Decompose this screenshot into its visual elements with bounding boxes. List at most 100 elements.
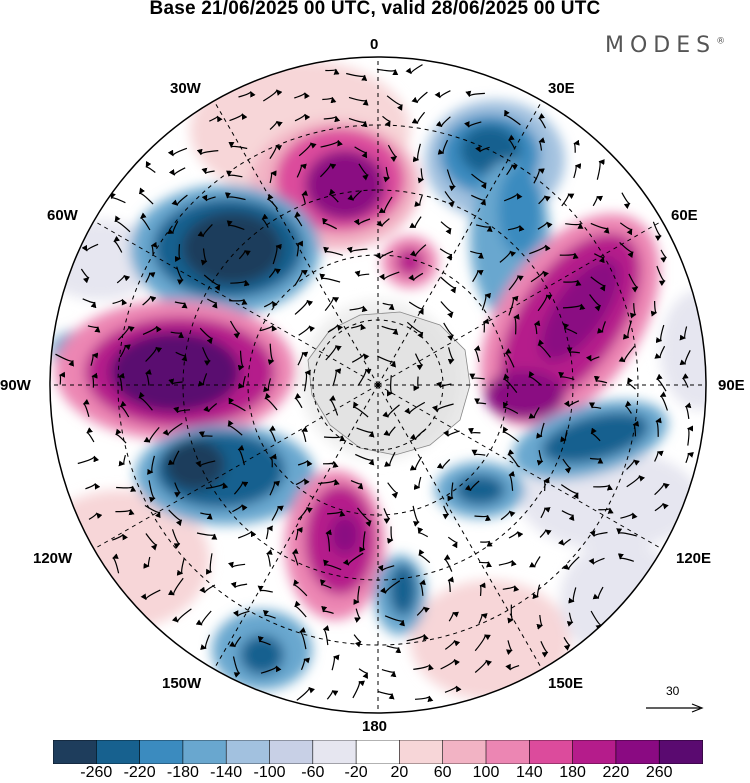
colorbar-swatch (355, 740, 401, 764)
wind-arrow (503, 109, 521, 126)
wind-arrow (263, 378, 272, 393)
wind-arrow (416, 606, 430, 616)
wind-arrow (230, 279, 250, 287)
wind-arrow (322, 461, 339, 468)
colorbar-tick-label: 180 (559, 764, 586, 781)
wind-arrow (168, 509, 183, 527)
wind-arrow (589, 457, 604, 464)
wind-arrow (465, 90, 485, 98)
wind-arrow (589, 530, 608, 537)
wind-arrow (417, 527, 428, 538)
wind-arrow (558, 538, 571, 546)
colorbar-swatch (528, 740, 574, 764)
wind-arrow (447, 347, 455, 365)
colorbar (53, 740, 703, 764)
label-90e: 90E (718, 377, 745, 394)
wind-arrow (167, 577, 184, 596)
wind-arrow (473, 345, 481, 363)
wind-arrow (436, 458, 451, 469)
colorbar-tick-label: 220 (602, 764, 630, 781)
wind-arrow (558, 371, 575, 380)
wind-arrow (538, 113, 547, 129)
wind-arrow (356, 427, 375, 438)
wind-arrow (590, 427, 601, 442)
wind-arrow (536, 450, 544, 466)
wind-arrow (116, 485, 137, 492)
label-60e: 60E (671, 207, 698, 224)
wind-arrow (448, 611, 460, 622)
wind-arrow (443, 322, 454, 341)
label-150w: 150W (162, 675, 202, 692)
wind-arrow (560, 429, 568, 443)
wind-arrow (150, 241, 158, 255)
colorbar-tick-label: 60 (433, 764, 452, 781)
label-90w: 90W (0, 377, 31, 394)
wind-arrow (443, 430, 460, 437)
wind-arrow (387, 144, 398, 163)
wind-arrow (294, 600, 307, 618)
wind-arrow (440, 301, 454, 319)
wind-arrow (119, 344, 131, 358)
map-boundary (49, 56, 707, 714)
colorbar-tick-label: -260 (80, 764, 113, 781)
wind-arrow (593, 484, 613, 491)
wind-arrow (319, 163, 337, 178)
wind-arrow (171, 529, 181, 549)
wind-arrow (322, 96, 337, 104)
wind-arrow (118, 372, 125, 391)
wind-arrow (508, 470, 515, 491)
wind-arrow (377, 355, 396, 368)
wind-arrow (346, 246, 368, 254)
wind-arrow (230, 581, 248, 589)
wind-arrow (354, 146, 368, 159)
wind-arrow (505, 663, 520, 671)
wind-arrow (529, 556, 541, 568)
wind-arrow (409, 456, 423, 471)
wind-arrow (323, 435, 346, 442)
wind-arrow (358, 668, 369, 679)
wind-arrow (82, 398, 90, 417)
wind-arrow (443, 554, 453, 572)
wind-arrow (419, 579, 426, 596)
wind-arrow (195, 460, 216, 468)
wind-arrow (374, 250, 394, 260)
wind-arrow (167, 450, 180, 466)
wind-arrow (626, 475, 646, 488)
wind-arrow (293, 579, 308, 597)
wind-arrow (202, 347, 211, 366)
wind-arrow (350, 480, 364, 490)
wind-arrow (616, 528, 637, 537)
wind-arrow (298, 325, 316, 336)
wind-arrow (294, 92, 310, 99)
wind-arrow (232, 610, 250, 617)
wind-arrow (352, 401, 369, 418)
wind-arrow (536, 614, 543, 630)
wind-arrow (447, 576, 454, 593)
wind-arrow (329, 395, 339, 416)
wind-arrow (201, 167, 215, 175)
wind-arrow (331, 654, 340, 671)
wind-arrow (654, 345, 666, 359)
wind-arrow (412, 505, 420, 527)
wind-arrow (272, 243, 282, 265)
wind-arrow (624, 400, 632, 414)
wind-arrow (528, 407, 540, 419)
wind-arrow (619, 222, 633, 236)
wind-arrow (197, 223, 213, 237)
wind-arrow (348, 96, 369, 106)
colorbar-tick-label: -180 (166, 764, 199, 781)
wind-arrow (562, 458, 572, 474)
wind-arrow (354, 608, 361, 623)
chart-title: Base 21/06/2025 00 UTC, valid 28/06/2025… (149, 0, 601, 19)
wind-arrow (629, 303, 637, 319)
wind-arrow (269, 425, 277, 442)
wind-arrow (111, 533, 128, 541)
wind-arrow (594, 253, 605, 264)
wind-arrow (504, 348, 515, 368)
wind-arrow (464, 480, 480, 492)
wind-arrow (142, 295, 157, 306)
wind-arrow (412, 143, 421, 163)
wind-arrow (533, 168, 545, 184)
wind-arrow (440, 221, 452, 235)
